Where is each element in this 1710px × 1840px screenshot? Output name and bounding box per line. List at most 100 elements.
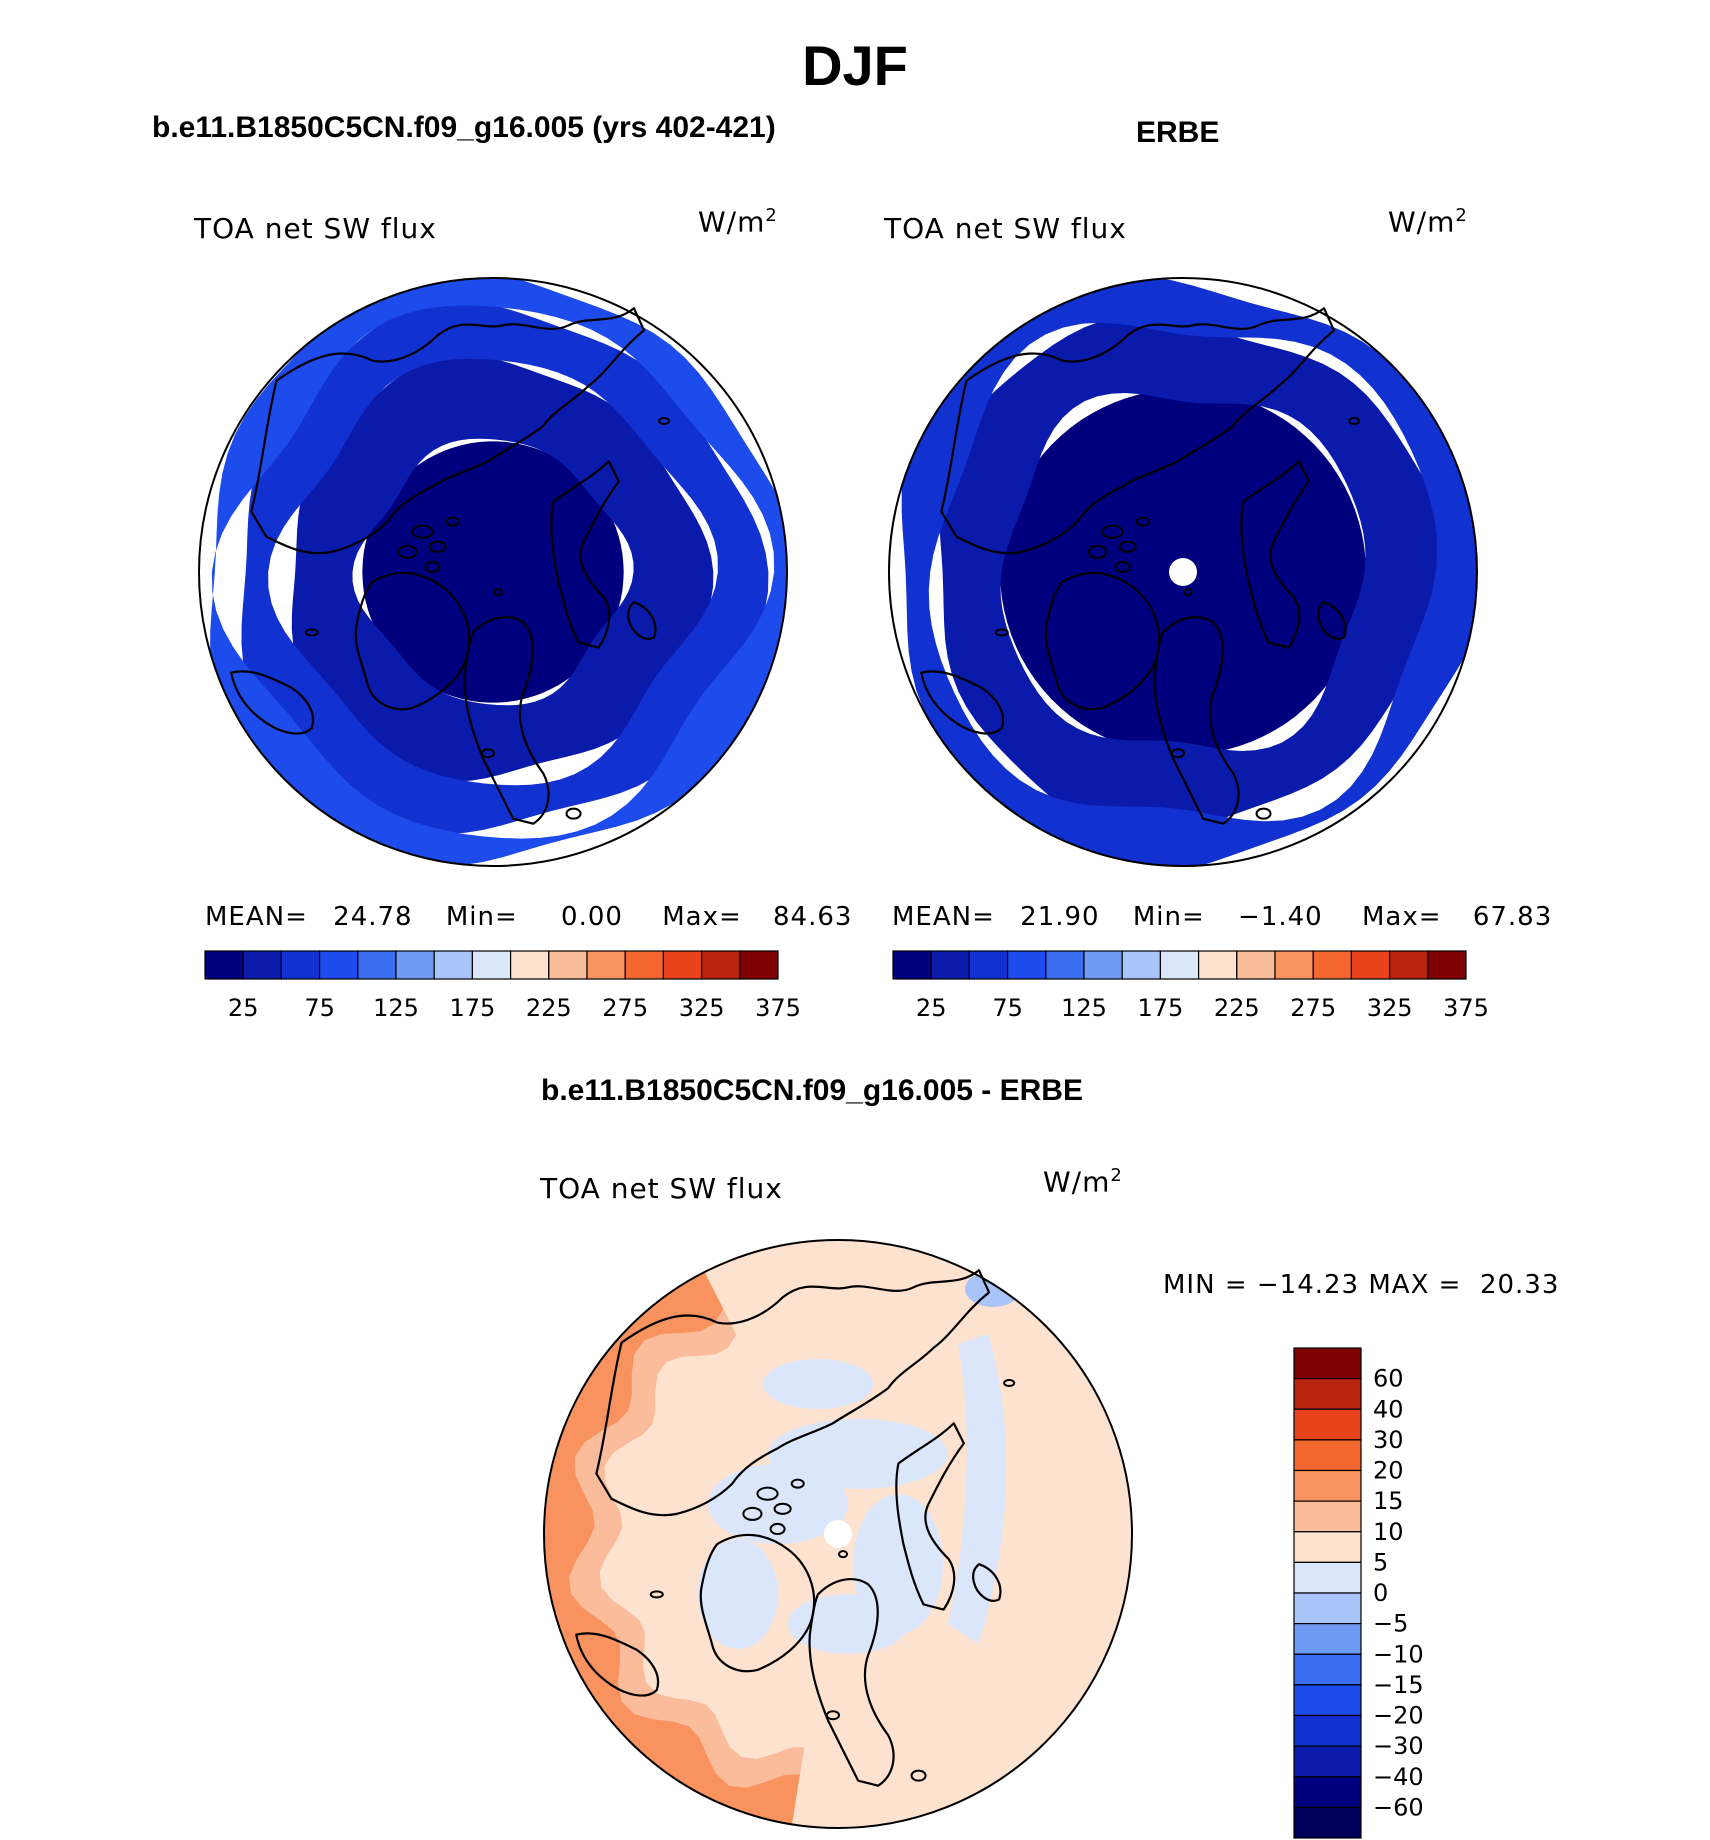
- panel2-island: [1348, 416, 1361, 425]
- panel2-colorbar-box: [1006, 950, 1047, 980]
- panel1-colorbar-box: [280, 950, 321, 980]
- panel3-colorbar-tick-label: 10: [1373, 1518, 1404, 1546]
- panel2-variable-label: TOA net SW flux: [884, 212, 1127, 245]
- panel1-colorbar: 25 75 125 175 225 275 325 375: [204, 950, 801, 1022]
- panel3-colorbar-tick-label: −60: [1373, 1793, 1424, 1821]
- panel1-coastline: [230, 670, 315, 735]
- panel3-colorbar-tick-label: 15: [1373, 1487, 1404, 1515]
- panel1-max-label: Max=: [662, 902, 742, 932]
- panel2-island: [1170, 748, 1186, 759]
- panel1-colorbar-tick-label: 225: [526, 994, 572, 1022]
- panel1-coastline: [250, 307, 646, 555]
- panel1-colorbar-box: [624, 950, 665, 980]
- panel1-min-value: 0.00: [561, 902, 623, 932]
- panel2-colorbar-box: [1045, 950, 1085, 980]
- panel2-coastline: [1044, 571, 1161, 711]
- panel2-colorbar-box: [968, 950, 1009, 980]
- panel2-island: [1183, 588, 1194, 597]
- panel2-colorbar-box: [1083, 950, 1123, 980]
- panel1-colorbar-box: [548, 950, 588, 980]
- panel1-colorbar-box: [700, 950, 741, 980]
- panel2-max-value: 67.83: [1472, 902, 1553, 932]
- panel3-field-arctic-patch: [768, 1419, 948, 1489]
- panel2-colorbar-tick-label: 225: [1214, 994, 1260, 1022]
- panel3-colorbar-box: [1293, 1531, 1362, 1563]
- panel2-colorbar-tick-label: 325: [1367, 994, 1413, 1022]
- panel2-colorbar-box: [1159, 950, 1200, 980]
- panel1-mean-value: 24.78: [333, 902, 413, 932]
- panel1-colorbar-tick-label: 175: [449, 994, 495, 1022]
- panel2-colorbar: 25 75 125 175 225 275 325 375: [892, 950, 1489, 1022]
- panel3-colorbar-tick-label: −30: [1373, 1732, 1424, 1760]
- panel2-units-label: W/m2: [1388, 205, 1468, 238]
- panel1-colorbar-box: [395, 950, 435, 980]
- panel2-colorbar-tick-label: 75: [992, 994, 1023, 1022]
- panel2-island: [994, 628, 1009, 637]
- panel3-colorbar-tick-label: −20: [1373, 1702, 1424, 1730]
- panel2-colorbar-box: [1197, 950, 1238, 980]
- panel3-coastline: [808, 1578, 895, 1787]
- panel1-boundary: [198, 277, 788, 867]
- panel3-colorbar-box: [1293, 1500, 1362, 1533]
- panel1-colorbar-box: [204, 950, 244, 980]
- panel1-coastlines: [230, 307, 671, 825]
- panel1-colorbar-box: [739, 950, 779, 980]
- panel2-colorbar-box: [1312, 950, 1352, 980]
- panel1-island: [565, 807, 582, 820]
- panel1-colorbar-box: [510, 950, 550, 980]
- panel3-colorbar-tick-label: −5: [1373, 1610, 1408, 1638]
- panel1-colorbar-tick-label: 125: [373, 994, 419, 1022]
- panel1-min-label: Min=: [445, 902, 518, 932]
- panel2-coastline: [940, 307, 1336, 555]
- panel2-island: [1255, 807, 1272, 820]
- panel3-island: [742, 1506, 763, 1521]
- panel2-colorbar-box: [1388, 950, 1429, 980]
- panel2-colorbar-box: [930, 950, 971, 980]
- panel3-colorbar-box: [1293, 1592, 1362, 1625]
- panel3-map: [543, 1239, 1133, 1829]
- panel1-colorbar-tick-label: 375: [755, 994, 801, 1022]
- panel3-variable-label: TOA net SW flux: [540, 1172, 783, 1205]
- panel3-colorbar-box: [1293, 1745, 1362, 1778]
- panel2-coastline: [1317, 601, 1347, 640]
- panel1-units-exp: 2: [765, 205, 778, 226]
- panel3-island: [838, 1550, 849, 1559]
- panel3-colorbar-box: [1293, 1378, 1362, 1410]
- panel3-colorbar-tick-label: 40: [1373, 1395, 1404, 1423]
- panel3-island: [756, 1486, 779, 1501]
- panel2-min-value: −1.40: [1238, 902, 1323, 932]
- panel1-island: [428, 540, 447, 553]
- panel3-colorbar-box: [1293, 1469, 1362, 1502]
- panel2-missing-pole: [1169, 558, 1197, 586]
- panel3-colorbar-box: [1293, 1684, 1362, 1717]
- panel1-island: [304, 628, 319, 637]
- figure-title: DJF: [802, 34, 908, 97]
- panel1-coastline: [354, 571, 471, 711]
- panel2-map: [888, 277, 1478, 867]
- panel2-island: [1114, 560, 1131, 573]
- panel2-colorbar-box: [1121, 950, 1161, 980]
- panel3-coastline: [575, 1632, 660, 1697]
- panel3-field-atlantic-edge: [544, 1255, 800, 1828]
- panel2-colorbar-box: [1236, 950, 1276, 980]
- panel3-island: [825, 1710, 841, 1721]
- panel1-colorbar-tick-label: 75: [304, 994, 335, 1022]
- panel1-island: [493, 588, 504, 597]
- panel1-field-ring: [241, 300, 769, 834]
- panel1-colorbar-box: [586, 950, 626, 980]
- panel1-title: b.e11.B1850C5CN.f09_g16.005 (yrs 402-421…: [152, 111, 776, 144]
- panel2-mean-value: 21.90: [1020, 902, 1100, 932]
- panel2-colorbar-box: [892, 950, 932, 980]
- panel3-island: [649, 1590, 664, 1599]
- panel3-colorbar-tick-label: −15: [1373, 1671, 1424, 1699]
- panel3-min-max-stats: MIN = −14.23 MAX = 20.33: [1163, 1270, 1560, 1300]
- panel2-colorbar-tick-label: 375: [1443, 994, 1489, 1022]
- panel2-boundary: [888, 277, 1478, 867]
- panel1-mean-label: MEAN=: [205, 902, 308, 932]
- panel1-field: [210, 278, 787, 866]
- panel3-coastline: [595, 1269, 991, 1517]
- panel2-colorbar-tick-label: 175: [1137, 994, 1183, 1022]
- panel1-island: [424, 560, 441, 573]
- panel1-variable-label: TOA net SW flux: [194, 212, 437, 245]
